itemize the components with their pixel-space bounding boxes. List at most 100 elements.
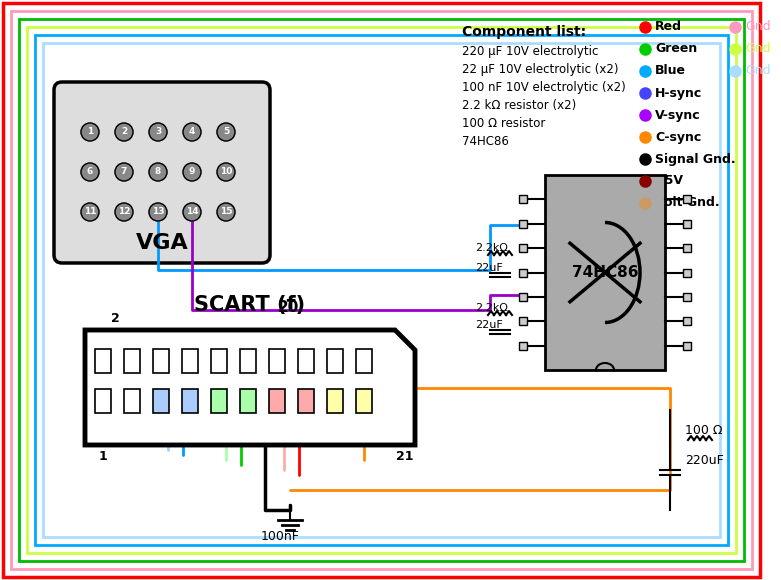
Text: 5: 5 bbox=[223, 128, 229, 136]
Text: Gnd: Gnd bbox=[745, 20, 771, 34]
Circle shape bbox=[183, 203, 201, 221]
Text: 8: 8 bbox=[155, 168, 161, 176]
FancyBboxPatch shape bbox=[211, 349, 227, 373]
Text: 12: 12 bbox=[118, 208, 130, 216]
FancyBboxPatch shape bbox=[545, 175, 665, 370]
Circle shape bbox=[81, 123, 99, 141]
Circle shape bbox=[149, 203, 167, 221]
FancyBboxPatch shape bbox=[298, 349, 314, 373]
FancyBboxPatch shape bbox=[683, 293, 691, 301]
Circle shape bbox=[183, 163, 201, 181]
FancyBboxPatch shape bbox=[182, 349, 198, 373]
Text: 21: 21 bbox=[396, 450, 414, 463]
FancyBboxPatch shape bbox=[269, 389, 285, 413]
Text: Red: Red bbox=[655, 20, 682, 34]
Text: 9: 9 bbox=[189, 168, 195, 176]
FancyBboxPatch shape bbox=[356, 389, 372, 413]
Text: 100nF: 100nF bbox=[261, 530, 299, 543]
FancyBboxPatch shape bbox=[95, 389, 111, 413]
Text: 220uF: 220uF bbox=[685, 454, 724, 466]
FancyBboxPatch shape bbox=[683, 317, 691, 325]
Text: 100 nF 10V electrolytic (x2): 100 nF 10V electrolytic (x2) bbox=[462, 81, 626, 94]
Text: VGA: VGA bbox=[136, 233, 188, 253]
FancyBboxPatch shape bbox=[519, 342, 527, 350]
FancyBboxPatch shape bbox=[519, 317, 527, 325]
Circle shape bbox=[81, 203, 99, 221]
FancyBboxPatch shape bbox=[124, 389, 140, 413]
FancyBboxPatch shape bbox=[327, 389, 343, 413]
Circle shape bbox=[149, 123, 167, 141]
FancyBboxPatch shape bbox=[182, 389, 198, 413]
FancyBboxPatch shape bbox=[327, 349, 343, 373]
FancyBboxPatch shape bbox=[153, 349, 169, 373]
FancyBboxPatch shape bbox=[95, 349, 111, 373]
Circle shape bbox=[217, 163, 235, 181]
FancyBboxPatch shape bbox=[519, 293, 527, 301]
FancyBboxPatch shape bbox=[683, 195, 691, 204]
Circle shape bbox=[149, 163, 167, 181]
Text: Component list:: Component list: bbox=[462, 25, 586, 39]
Text: +5V: +5V bbox=[655, 175, 684, 187]
Text: 10: 10 bbox=[219, 168, 232, 176]
FancyBboxPatch shape bbox=[54, 82, 270, 263]
FancyBboxPatch shape bbox=[356, 349, 372, 373]
Text: 20: 20 bbox=[278, 300, 299, 315]
FancyBboxPatch shape bbox=[519, 195, 527, 204]
Text: SCART (f): SCART (f) bbox=[194, 295, 305, 315]
Text: 15: 15 bbox=[219, 208, 232, 216]
Circle shape bbox=[217, 203, 235, 221]
Circle shape bbox=[115, 163, 133, 181]
FancyBboxPatch shape bbox=[683, 220, 691, 228]
FancyBboxPatch shape bbox=[240, 389, 256, 413]
Text: 1: 1 bbox=[98, 450, 107, 463]
Text: 2.2 kΩ resistor (x2): 2.2 kΩ resistor (x2) bbox=[462, 99, 576, 112]
Text: 22 μF 10V electrolytic (x2): 22 μF 10V electrolytic (x2) bbox=[462, 63, 619, 76]
Text: V-sync: V-sync bbox=[655, 108, 701, 121]
Text: Green: Green bbox=[655, 42, 697, 56]
Circle shape bbox=[115, 123, 133, 141]
Text: 22uF: 22uF bbox=[475, 263, 503, 273]
Text: 2: 2 bbox=[111, 312, 119, 325]
Text: 220 μF 10V electrolytic: 220 μF 10V electrolytic bbox=[462, 45, 598, 58]
FancyBboxPatch shape bbox=[519, 220, 527, 228]
Circle shape bbox=[81, 163, 99, 181]
Text: 22uF: 22uF bbox=[475, 320, 503, 330]
Text: 7: 7 bbox=[547, 360, 555, 370]
Circle shape bbox=[115, 203, 133, 221]
FancyBboxPatch shape bbox=[683, 342, 691, 350]
Circle shape bbox=[183, 123, 201, 141]
Text: 13: 13 bbox=[152, 208, 164, 216]
Text: 11: 11 bbox=[84, 208, 96, 216]
Text: 3: 3 bbox=[155, 128, 161, 136]
Text: 100 Ω: 100 Ω bbox=[685, 423, 722, 437]
Text: Blue: Blue bbox=[655, 64, 686, 78]
FancyBboxPatch shape bbox=[124, 349, 140, 373]
Text: 7: 7 bbox=[121, 168, 127, 176]
Text: 8: 8 bbox=[655, 360, 663, 370]
Circle shape bbox=[217, 123, 235, 141]
Text: 14: 14 bbox=[647, 180, 663, 190]
Text: Volt Gnd.: Volt Gnd. bbox=[655, 197, 719, 209]
Text: H-sync: H-sync bbox=[655, 86, 702, 100]
Text: 1: 1 bbox=[87, 128, 93, 136]
Text: Gnd: Gnd bbox=[745, 64, 771, 78]
Text: 2: 2 bbox=[121, 128, 127, 136]
FancyBboxPatch shape bbox=[519, 269, 527, 277]
Text: 100 Ω resistor: 100 Ω resistor bbox=[462, 117, 545, 130]
FancyBboxPatch shape bbox=[683, 244, 691, 252]
Text: 14: 14 bbox=[186, 208, 198, 216]
Text: 1: 1 bbox=[547, 180, 555, 190]
Text: 74HC86: 74HC86 bbox=[572, 265, 638, 280]
FancyBboxPatch shape bbox=[269, 349, 285, 373]
FancyBboxPatch shape bbox=[683, 269, 691, 277]
FancyBboxPatch shape bbox=[211, 389, 227, 413]
FancyBboxPatch shape bbox=[240, 349, 256, 373]
FancyBboxPatch shape bbox=[153, 389, 169, 413]
Text: 2.2kΩ: 2.2kΩ bbox=[475, 303, 508, 313]
FancyBboxPatch shape bbox=[519, 244, 527, 252]
Text: C-sync: C-sync bbox=[655, 130, 701, 143]
FancyBboxPatch shape bbox=[298, 389, 314, 413]
Text: 6: 6 bbox=[87, 168, 93, 176]
Text: Gnd: Gnd bbox=[745, 42, 771, 56]
Text: 74HC86: 74HC86 bbox=[462, 135, 509, 148]
